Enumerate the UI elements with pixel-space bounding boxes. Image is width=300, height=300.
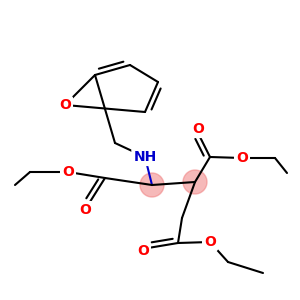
Text: O: O (62, 165, 74, 179)
Circle shape (183, 170, 207, 194)
Text: O: O (236, 151, 248, 165)
Text: O: O (204, 235, 216, 249)
Text: O: O (137, 244, 149, 258)
Text: NH: NH (134, 150, 157, 164)
Circle shape (140, 173, 164, 197)
Text: O: O (59, 98, 71, 112)
Text: O: O (79, 203, 91, 217)
Text: O: O (192, 122, 204, 136)
